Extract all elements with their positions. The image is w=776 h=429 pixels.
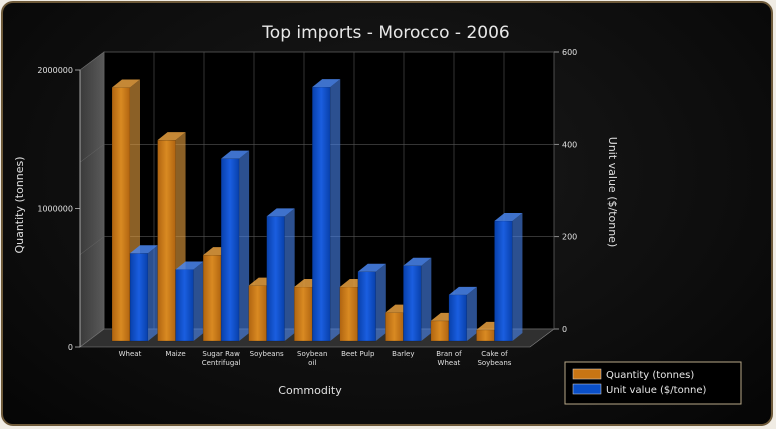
bar-unit-value-front bbox=[311, 86, 331, 342]
bar-unit-value bbox=[220, 150, 250, 342]
bar-unit-value-top bbox=[357, 263, 386, 272]
bar-quantity-front bbox=[476, 329, 495, 342]
bar-quantity-front bbox=[339, 286, 359, 342]
bar-unit-value-side bbox=[193, 261, 204, 341]
legend-label: Unit value ($/tonne) bbox=[606, 385, 707, 396]
bar-unit-value bbox=[311, 79, 341, 342]
legend-swatch bbox=[572, 383, 602, 395]
category-label: Beet Pulp bbox=[341, 350, 375, 358]
y-axis-label-right: Unit value ($/tonne) bbox=[606, 137, 619, 247]
bar-unit-value bbox=[403, 257, 432, 342]
left-wall bbox=[79, 51, 105, 348]
bar-quantity-front bbox=[202, 254, 222, 342]
category-label-line: Bran of bbox=[436, 350, 462, 358]
bar-quantity-front bbox=[111, 87, 131, 342]
gridline-wall bbox=[79, 144, 105, 163]
category-label-line: Barley bbox=[392, 350, 414, 358]
left-axis-tick-label: 2000000 bbox=[37, 66, 73, 75]
bar-unit-value-side bbox=[148, 245, 158, 341]
bar-unit-value-top bbox=[130, 245, 158, 254]
bar-unit-value-top bbox=[494, 212, 523, 221]
plot-area: 0 200 400 600 0 1000000 2000000 Wheat Maize Sugar… bbox=[37, 48, 577, 367]
gridline-wall bbox=[79, 51, 105, 71]
category-label-line: oil bbox=[308, 359, 316, 367]
legend: Quantity (tonnes) Unit value ($/tonne) bbox=[564, 361, 742, 405]
bar-unit-value-side bbox=[512, 212, 523, 341]
bar-unit-value-front bbox=[266, 216, 285, 342]
category-label: Cake of Soybeans bbox=[477, 350, 511, 367]
category-label-line: Maize bbox=[165, 350, 185, 358]
category-label-line: Beet Pulp bbox=[341, 350, 375, 358]
bar-unit-value-side bbox=[375, 263, 386, 341]
bar-unit-value bbox=[129, 245, 158, 342]
bar-unit-value-side bbox=[239, 150, 250, 341]
gridline-wall bbox=[79, 236, 105, 255]
bar-unit-value-side bbox=[284, 208, 295, 341]
category-label: Maize bbox=[165, 350, 185, 358]
right-axis-tick-label: 0 bbox=[562, 325, 567, 334]
bar-unit-value-front bbox=[175, 269, 194, 342]
bar-unit-value-front bbox=[357, 271, 377, 342]
bar-quantity-front bbox=[157, 139, 176, 342]
category-label: Barley bbox=[392, 350, 414, 358]
category-label: Sugar Raw Centrifugal bbox=[202, 350, 241, 367]
bar-quantity-front bbox=[248, 285, 267, 342]
left-axis-tick-label: 0 bbox=[68, 343, 73, 352]
bar-unit-value bbox=[357, 263, 386, 342]
bar-unit-value-top bbox=[403, 257, 432, 266]
legend-box bbox=[564, 361, 742, 405]
bar-unit-value-top bbox=[221, 150, 250, 159]
right-axis-tick-label: 200 bbox=[562, 233, 577, 242]
bar-unit-value-top bbox=[175, 261, 204, 270]
bar-quantity-front bbox=[293, 286, 313, 342]
legend-swatch bbox=[572, 368, 602, 380]
category-label: Soybean oil bbox=[297, 350, 327, 367]
legend-label: Quantity (tonnes) bbox=[606, 370, 694, 381]
category-label: Wheat bbox=[119, 350, 142, 358]
left-axis-tick-label: 1000000 bbox=[37, 205, 73, 214]
category-label-line: Wheat bbox=[119, 350, 142, 358]
bar-unit-value bbox=[448, 286, 477, 342]
bar-quantity-front bbox=[385, 312, 404, 342]
bar-quantity-top bbox=[157, 132, 186, 141]
bar-unit-value bbox=[266, 208, 295, 342]
bar-unit-value-front bbox=[129, 253, 149, 342]
bar-unit-value-top bbox=[312, 79, 341, 88]
bar-unit-value-front bbox=[494, 220, 513, 342]
category-label-line: Sugar Raw bbox=[202, 350, 240, 358]
bar-unit-value-side bbox=[330, 79, 341, 341]
category-label-line: Wheat bbox=[438, 359, 461, 367]
bar-unit-value-side bbox=[466, 286, 477, 341]
chart-title: Top imports - Morocco - 2006 bbox=[261, 23, 509, 43]
category-label: Bran of Wheat bbox=[436, 350, 462, 367]
bar-quantity-front bbox=[430, 320, 450, 342]
category-label: Soybeans bbox=[250, 350, 284, 358]
right-axis-tick-label: 400 bbox=[562, 140, 577, 149]
category-label-line: Soybean bbox=[297, 350, 327, 358]
category-label-line: Soybeans bbox=[477, 359, 511, 367]
bar-unit-value-side bbox=[421, 257, 432, 341]
bar-unit-value-top bbox=[448, 286, 477, 295]
bar-unit-value bbox=[175, 261, 204, 342]
x-axis-label: Commodity bbox=[278, 384, 342, 397]
gridline-wall bbox=[79, 328, 105, 348]
bar-unit-value-front bbox=[220, 158, 240, 342]
bar-unit-value-front bbox=[448, 294, 468, 342]
category-label-line: Centrifugal bbox=[202, 359, 241, 367]
y-axis-label-left: Quantity (tonnes) bbox=[13, 156, 26, 253]
bar-unit-value bbox=[494, 212, 523, 342]
bar-quantity-top bbox=[112, 79, 140, 88]
category-label-line: Soybeans bbox=[250, 350, 284, 358]
right-axis-tick-label: 600 bbox=[562, 48, 577, 57]
bar-unit-value-front bbox=[403, 265, 422, 342]
bar-unit-value-top bbox=[266, 208, 295, 217]
category-label-line: Cake of bbox=[481, 350, 508, 358]
